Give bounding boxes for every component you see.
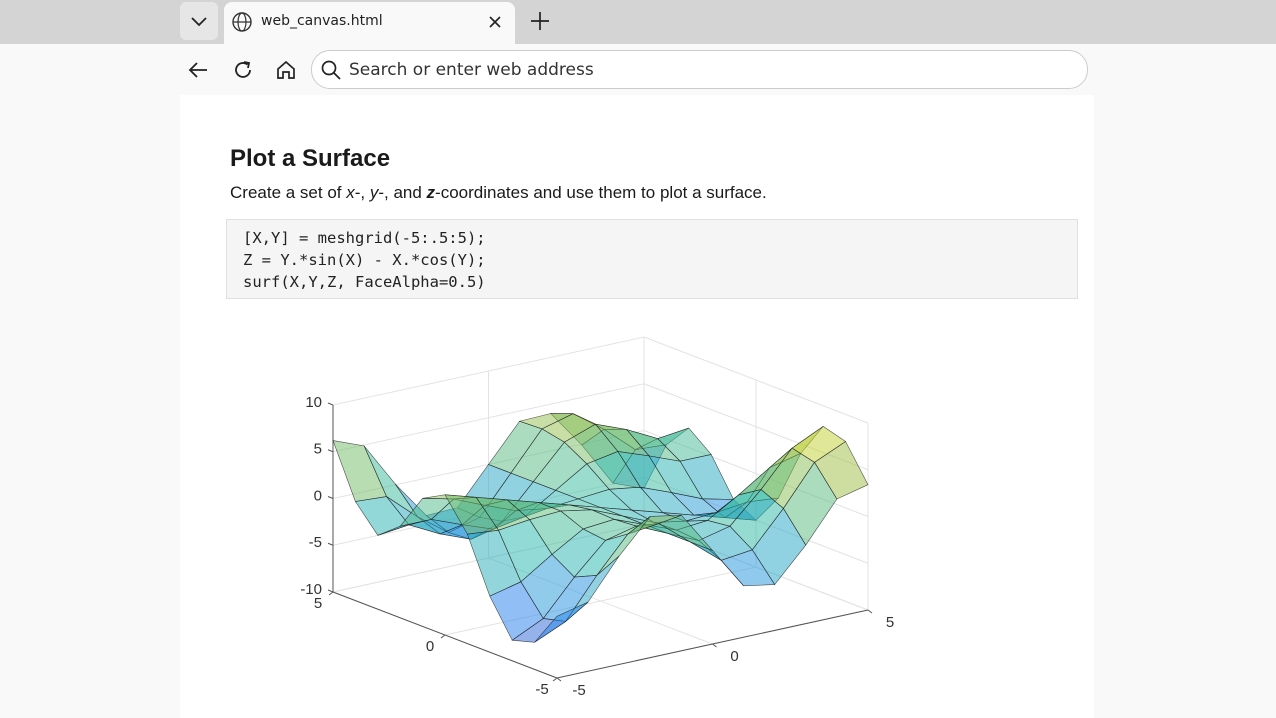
x-tick-label: -5 <box>572 682 585 699</box>
x-tick-label: 5 <box>886 614 894 631</box>
tick-mark <box>327 496 334 499</box>
grid-line <box>332 383 645 453</box>
new-tab-button[interactable] <box>528 9 552 33</box>
text: z <box>426 183 436 202</box>
z-tick-label: 10 <box>305 394 322 411</box>
code-line: [X,Y] = meshgrid(-5:.5:5); <box>243 229 486 247</box>
tick-mark <box>328 591 334 596</box>
tick-mark <box>327 589 334 593</box>
address-placeholder: Search or enter web address <box>349 60 594 80</box>
tick-mark <box>712 643 717 648</box>
address-bar[interactable]: Search or enter web address <box>311 50 1088 89</box>
tab[interactable]: web_canvas.html <box>224 2 515 44</box>
globe-icon <box>232 12 252 32</box>
y-tick-label: 5 <box>314 595 322 612</box>
x-tick-label: 0 <box>730 648 738 665</box>
code-block: [X,Y] = meshgrid(-5:.5:5); Z = Y.*sin(X)… <box>226 219 1078 299</box>
text: y <box>369 183 379 202</box>
tick-mark <box>327 402 334 406</box>
grid-line <box>332 336 645 406</box>
tick-mark <box>556 677 562 682</box>
tick-mark <box>552 677 558 682</box>
tick-mark <box>867 609 873 614</box>
tick-mark <box>327 449 334 453</box>
z-tick-label: -10 <box>300 581 322 598</box>
grid-line <box>643 336 869 424</box>
text: -, <box>354 183 370 202</box>
reload-button[interactable] <box>231 58 255 82</box>
tab-list-button[interactable] <box>180 2 218 40</box>
tab-title: web_canvas.html <box>261 13 383 29</box>
text: x <box>346 183 355 202</box>
z-tick-label: 0 <box>314 487 322 504</box>
text: -, and <box>378 183 427 202</box>
z-tick-label: -5 <box>309 534 322 551</box>
page-content <box>180 95 1094 718</box>
surface-face <box>534 601 589 643</box>
description: Create a set of x-, y-, and z-coordinate… <box>230 183 767 203</box>
tab-bar: web_canvas.html <box>0 0 1276 44</box>
code-line: Z = Y.*sin(X) - X.*cos(Y); <box>243 251 486 269</box>
text: -coordinates and use them to plot a surf… <box>435 183 767 202</box>
close-tab-button[interactable] <box>486 13 504 31</box>
code-line: surf(X,Y,Z, FaceAlpha=0.5) <box>243 273 486 291</box>
back-button[interactable] <box>186 58 210 82</box>
grid-line <box>444 566 757 636</box>
tick-mark <box>440 634 446 639</box>
home-button[interactable] <box>274 58 298 82</box>
y-tick-label: 0 <box>426 638 434 655</box>
z-tick-label: 5 <box>314 441 322 458</box>
text: Create a set of <box>230 183 347 202</box>
search-icon <box>321 60 341 80</box>
heading: Plot a Surface <box>230 145 391 172</box>
tick-mark <box>327 542 334 546</box>
y-tick-label: -5 <box>535 681 548 698</box>
